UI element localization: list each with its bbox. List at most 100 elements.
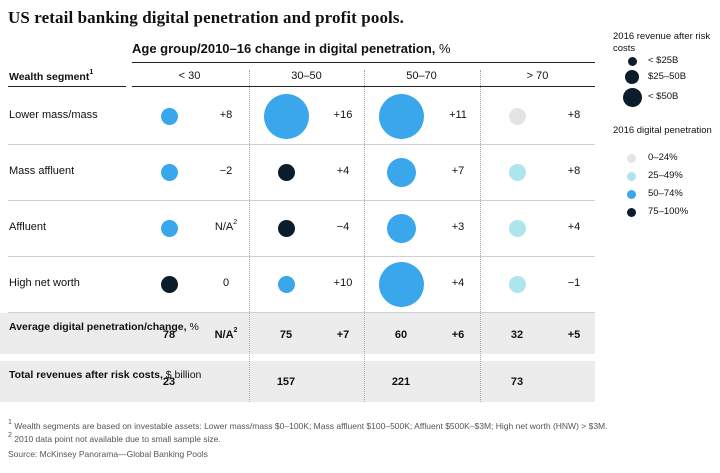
data-bubble — [277, 275, 295, 293]
change-label: N/A2 — [214, 219, 238, 233]
total-row-band — [0, 361, 595, 402]
note-mark: 2 — [233, 327, 238, 334]
change-label: +4 — [567, 221, 581, 233]
data-bubble — [160, 163, 178, 181]
row-divider — [8, 200, 595, 201]
row-label: Affluent — [9, 221, 47, 233]
header-rule-columns — [132, 86, 595, 87]
data-bubble — [277, 163, 295, 181]
header-rule-right — [132, 62, 595, 63]
data-bubble — [378, 261, 424, 307]
total-revenue: 221 — [391, 376, 411, 388]
data-bubble — [277, 219, 295, 237]
legend-size-label: < $25B — [648, 55, 679, 66]
note-mark: 2 — [233, 219, 238, 226]
total-revenue: 23 — [162, 376, 176, 388]
change-label: 0 — [222, 277, 230, 289]
change-label: −4 — [336, 221, 350, 233]
column-header: < 30 — [178, 70, 201, 82]
change-label: +4 — [336, 165, 350, 177]
legend-color-label: 75–100% — [648, 206, 689, 217]
change-label: −2 — [219, 165, 233, 177]
data-bubble — [508, 163, 526, 181]
average-penetration: 32 — [510, 329, 524, 341]
column-divider — [249, 70, 250, 402]
change-label: +3 — [451, 221, 465, 233]
data-bubble — [508, 107, 526, 125]
row-label: Lower mass/mass — [9, 109, 98, 121]
legend-color-label: 0–24% — [648, 152, 678, 163]
legend-color-swatch — [627, 171, 636, 181]
data-bubble — [508, 275, 526, 293]
column-divider — [480, 70, 481, 402]
header-rule-left — [8, 86, 126, 87]
legend-size-label: $25–50B — [648, 71, 687, 82]
average-change: N/A2 — [214, 327, 238, 341]
legend-size-swatch — [622, 87, 642, 107]
chart-title: US retail banking digital penetration an… — [8, 8, 404, 27]
data-bubble — [160, 219, 178, 237]
chart-subtitle: Age group/2010–16 change in digital pene… — [132, 41, 451, 56]
column-divider — [364, 70, 365, 402]
data-bubble — [386, 157, 416, 187]
change-label: +8 — [567, 109, 581, 121]
average-change: +6 — [451, 329, 465, 341]
column-header: 50–70 — [406, 70, 437, 82]
row-label: Mass affluent — [9, 165, 75, 177]
column-header: > 70 — [526, 70, 549, 82]
footnote-1: 1 Wealth segments are based on investabl… — [8, 419, 608, 431]
data-bubble — [378, 93, 424, 139]
change-label: +16 — [333, 109, 353, 121]
average-penetration: 78 — [162, 329, 176, 341]
footnote-2-text: 2010 data point not available due to sma… — [14, 434, 221, 444]
total-revenue: 73 — [510, 376, 524, 388]
footnote-1-text: Wealth segments are based on investable … — [14, 421, 608, 431]
data-bubble — [263, 93, 309, 139]
legend-color-label: 50–74% — [648, 188, 683, 199]
average-change: +7 — [336, 329, 350, 341]
legend-color-swatch — [627, 207, 636, 217]
average-penetration: 75 — [279, 329, 293, 341]
change-label: +7 — [451, 165, 465, 177]
legend-size-swatch — [625, 70, 639, 84]
wealth-segment-note-mark: 1 — [89, 69, 94, 76]
subtitle-text: Age group/2010–16 change in digital pene… — [132, 41, 436, 56]
change-label: +10 — [333, 277, 353, 289]
average-change: +5 — [567, 329, 581, 341]
average-label-text: Average digital penetration/change, — [9, 321, 187, 333]
source-note: Source: McKinsey Panorama—Global Banking… — [8, 449, 208, 459]
data-bubble — [160, 107, 178, 125]
data-bubble — [508, 219, 526, 237]
row-divider — [8, 312, 595, 313]
legend-color-swatch — [627, 189, 636, 199]
legend-color-swatch — [627, 153, 636, 163]
change-label: +4 — [451, 277, 465, 289]
footnote-2: 2 2010 data point not available due to s… — [8, 432, 221, 444]
footnote-1-mark: 1 — [8, 419, 12, 426]
change-label: +11 — [449, 109, 467, 121]
change-label: +8 — [567, 165, 581, 177]
average-row-label: Average digital penetration/change, % — [9, 321, 199, 333]
total-row-label: Total revenues after risk costs, $ billi… — [9, 369, 202, 381]
average-row-band — [0, 313, 595, 354]
footnote-2-mark: 2 — [8, 432, 12, 439]
data-bubble — [160, 275, 178, 293]
change-label: −1 — [567, 277, 581, 289]
legend-size-label: < $50B — [648, 91, 679, 102]
subtitle-unit: % — [439, 41, 451, 56]
row-divider — [8, 256, 595, 257]
row-divider — [8, 144, 595, 145]
legend-size-title: 2016 revenue after risk costs — [613, 31, 711, 54]
legend-color-label: 25–49% — [648, 170, 683, 181]
column-header: 30–50 — [291, 70, 322, 82]
wealth-segment-header-text: Wealth segment — [9, 71, 90, 83]
change-label: +8 — [219, 109, 233, 121]
legend-size-swatch — [627, 56, 637, 66]
legend-color-title: 2016 digital penetration — [613, 125, 712, 136]
total-label-text: Total revenues after risk costs, — [9, 369, 163, 381]
data-bubble — [386, 213, 416, 243]
total-revenue: 157 — [276, 376, 296, 388]
wealth-segment-header: Wealth segment1 — [9, 69, 94, 83]
average-penetration: 60 — [394, 329, 408, 341]
row-label: High net worth — [9, 277, 80, 289]
